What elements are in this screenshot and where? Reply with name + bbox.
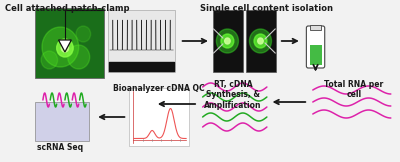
Text: Cell attached patch-clamp: Cell attached patch-clamp: [6, 4, 130, 13]
FancyBboxPatch shape: [35, 8, 104, 78]
Circle shape: [258, 38, 263, 44]
FancyBboxPatch shape: [310, 25, 321, 30]
FancyBboxPatch shape: [108, 10, 175, 72]
Circle shape: [254, 34, 267, 48]
FancyBboxPatch shape: [129, 88, 189, 146]
Circle shape: [216, 29, 238, 53]
Polygon shape: [58, 40, 71, 52]
Circle shape: [41, 51, 58, 69]
Text: scRNA Seq: scRNA Seq: [37, 143, 84, 152]
Circle shape: [61, 44, 69, 52]
FancyBboxPatch shape: [35, 102, 89, 140]
FancyBboxPatch shape: [310, 45, 322, 64]
Text: Single cell content isolation: Single cell content isolation: [200, 4, 333, 13]
Circle shape: [68, 45, 90, 69]
Circle shape: [76, 26, 91, 42]
Circle shape: [57, 39, 73, 57]
FancyBboxPatch shape: [213, 10, 243, 72]
Text: Total RNA per
cell: Total RNA per cell: [324, 80, 384, 99]
Circle shape: [250, 29, 272, 53]
FancyBboxPatch shape: [246, 10, 276, 72]
FancyBboxPatch shape: [306, 26, 325, 68]
Text: RT, cDNA
Synthesis, &
Amplification: RT, cDNA Synthesis, & Amplification: [204, 80, 262, 110]
Circle shape: [42, 27, 79, 67]
Circle shape: [221, 34, 234, 48]
Text: Bioanalyzer cDNA QC: Bioanalyzer cDNA QC: [113, 84, 204, 93]
Circle shape: [225, 38, 230, 44]
